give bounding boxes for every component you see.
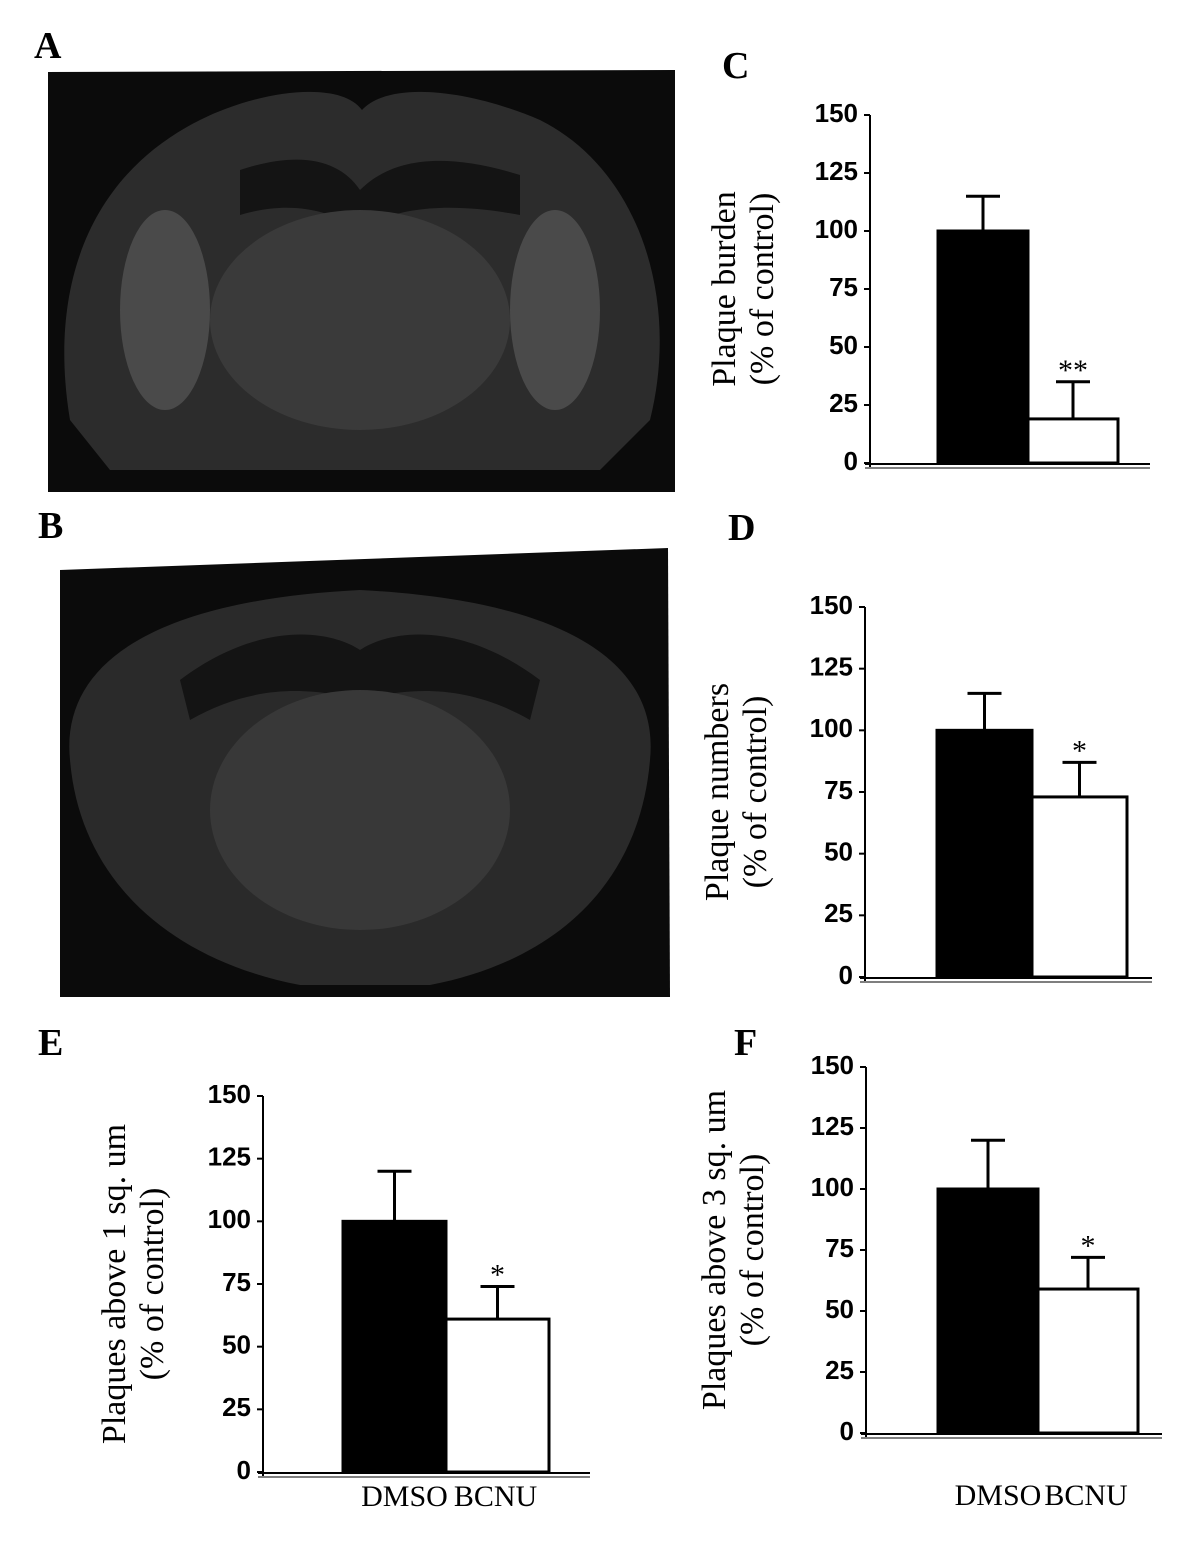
bar bbox=[935, 728, 1034, 979]
bar bbox=[1026, 417, 1120, 465]
significance-label: * bbox=[490, 1259, 505, 1292]
y-axis-label: Plaque numbers bbox=[699, 683, 736, 901]
y-axis-label: Plaque burden bbox=[706, 191, 743, 386]
panel-label: F bbox=[734, 1022, 757, 1064]
y-tick-label: 150 bbox=[815, 98, 858, 128]
y-tick-label: 50 bbox=[829, 330, 858, 360]
x-tick-label: BCNU bbox=[1044, 1479, 1128, 1512]
y-tick-label: 25 bbox=[824, 898, 853, 928]
y-axis-label: (% of control) bbox=[737, 696, 774, 889]
y-tick-label: 150 bbox=[208, 1079, 251, 1109]
y-tick-label: 75 bbox=[222, 1267, 251, 1297]
y-tick-label: 25 bbox=[825, 1355, 854, 1385]
y-tick-label: 100 bbox=[811, 1172, 854, 1202]
y-tick-label: 150 bbox=[810, 590, 853, 620]
y-tick-label: 75 bbox=[825, 1233, 854, 1263]
y-tick-label: 25 bbox=[829, 388, 858, 418]
y-axis-label: Plaques above 3 sq. um bbox=[696, 1090, 733, 1410]
significance-label: * bbox=[1072, 734, 1087, 767]
bar bbox=[1036, 1287, 1140, 1435]
significance-label: ** bbox=[1058, 354, 1088, 387]
brain-image-a bbox=[48, 70, 675, 492]
y-tick-label: 125 bbox=[810, 652, 853, 682]
bar bbox=[936, 229, 1030, 465]
significance-label: * bbox=[1081, 1229, 1096, 1262]
y-axis-label: (% of control) bbox=[744, 193, 781, 386]
y-tick-label: 75 bbox=[829, 272, 858, 302]
y-tick-label: 100 bbox=[208, 1204, 251, 1234]
x-tick-label: DMSO bbox=[955, 1479, 1042, 1512]
y-tick-label: 50 bbox=[222, 1330, 251, 1360]
y-tick-label: 0 bbox=[237, 1455, 251, 1485]
panel-label: E bbox=[38, 1022, 63, 1064]
x-tick-label: BCNU bbox=[454, 1480, 538, 1513]
y-tick-label: 25 bbox=[222, 1392, 251, 1422]
y-tick-label: 50 bbox=[825, 1294, 854, 1324]
y-axis-label: (% of control) bbox=[134, 1188, 171, 1381]
bar bbox=[936, 1187, 1040, 1435]
y-axis-label: Plaques above 1 sq. um bbox=[96, 1124, 133, 1444]
panel-label: C bbox=[722, 45, 749, 87]
brain-image-b bbox=[60, 548, 670, 997]
y-tick-label: 100 bbox=[810, 713, 853, 743]
y-tick-label: 0 bbox=[840, 1416, 854, 1446]
y-axis-label: (% of control) bbox=[734, 1154, 771, 1347]
y-tick-label: 75 bbox=[824, 775, 853, 805]
y-tick-label: 100 bbox=[815, 214, 858, 244]
bar bbox=[444, 1317, 551, 1474]
bar bbox=[1030, 795, 1129, 979]
panel-label: B bbox=[38, 505, 63, 547]
y-tick-label: 0 bbox=[839, 960, 853, 990]
bar bbox=[341, 1219, 448, 1474]
panel-label: A bbox=[34, 25, 62, 67]
panel-label: D bbox=[728, 507, 755, 549]
y-tick-label: 0 bbox=[844, 446, 858, 476]
y-tick-label: 125 bbox=[815, 156, 858, 186]
y-tick-label: 125 bbox=[811, 1111, 854, 1141]
y-tick-label: 125 bbox=[208, 1142, 251, 1172]
y-tick-label: 150 bbox=[811, 1050, 854, 1080]
x-tick-label: DMSO bbox=[361, 1480, 448, 1513]
y-tick-label: 50 bbox=[824, 837, 853, 867]
